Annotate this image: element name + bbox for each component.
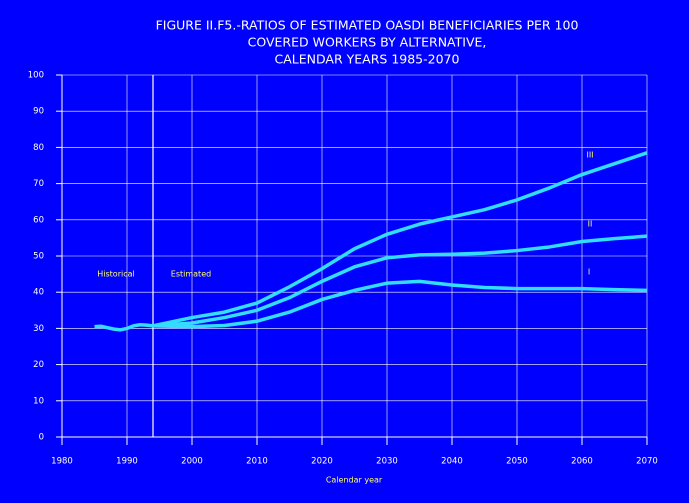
y-tick-label: 10 xyxy=(33,396,44,406)
x-tick-label: 2010 xyxy=(246,457,268,467)
x-tick-label: 2020 xyxy=(311,457,333,467)
y-tick-label: 50 xyxy=(33,252,44,262)
series-label: I xyxy=(588,268,590,277)
series-line xyxy=(152,279,648,329)
y-tick-label: 100 xyxy=(28,71,44,81)
series-line xyxy=(152,151,648,328)
chart-title: CALENDAR YEARS 1985-2070 xyxy=(275,52,460,67)
series-label: II xyxy=(588,220,593,229)
chart-title: FIGURE II.F5.-RATIOS OF ESTIMATED OASDI … xyxy=(156,18,579,33)
y-tick-label: 70 xyxy=(33,179,44,189)
x-tick-label: 2060 xyxy=(571,457,593,467)
y-tick-label: 60 xyxy=(33,215,44,225)
x-tick-label: 2030 xyxy=(376,457,398,467)
series-line xyxy=(152,234,648,328)
series-label: III xyxy=(586,151,593,160)
y-tick-label: 40 xyxy=(33,288,44,298)
y-tick-label: 0 xyxy=(39,433,44,443)
y-tick-label: 80 xyxy=(33,143,44,153)
y-tick-label: 90 xyxy=(33,107,44,117)
x-tick-label: 2070 xyxy=(636,457,658,467)
x-tick-label: 1980 xyxy=(51,457,73,467)
x-tick-label: 2050 xyxy=(506,457,528,467)
annotation: Historical xyxy=(97,270,134,279)
x-axis-label: Calendar year xyxy=(326,476,383,485)
x-tick-label: 2040 xyxy=(441,457,463,467)
y-tick-label: 20 xyxy=(33,360,44,370)
series-line xyxy=(94,323,154,332)
y-tick-label: 30 xyxy=(33,324,44,334)
x-tick-label: 2000 xyxy=(181,457,203,467)
chart-title: COVERED WORKERS BY ALTERNATIVE, xyxy=(248,35,487,50)
x-tick-label: 1990 xyxy=(116,457,138,467)
annotation: Estimated xyxy=(171,270,211,279)
